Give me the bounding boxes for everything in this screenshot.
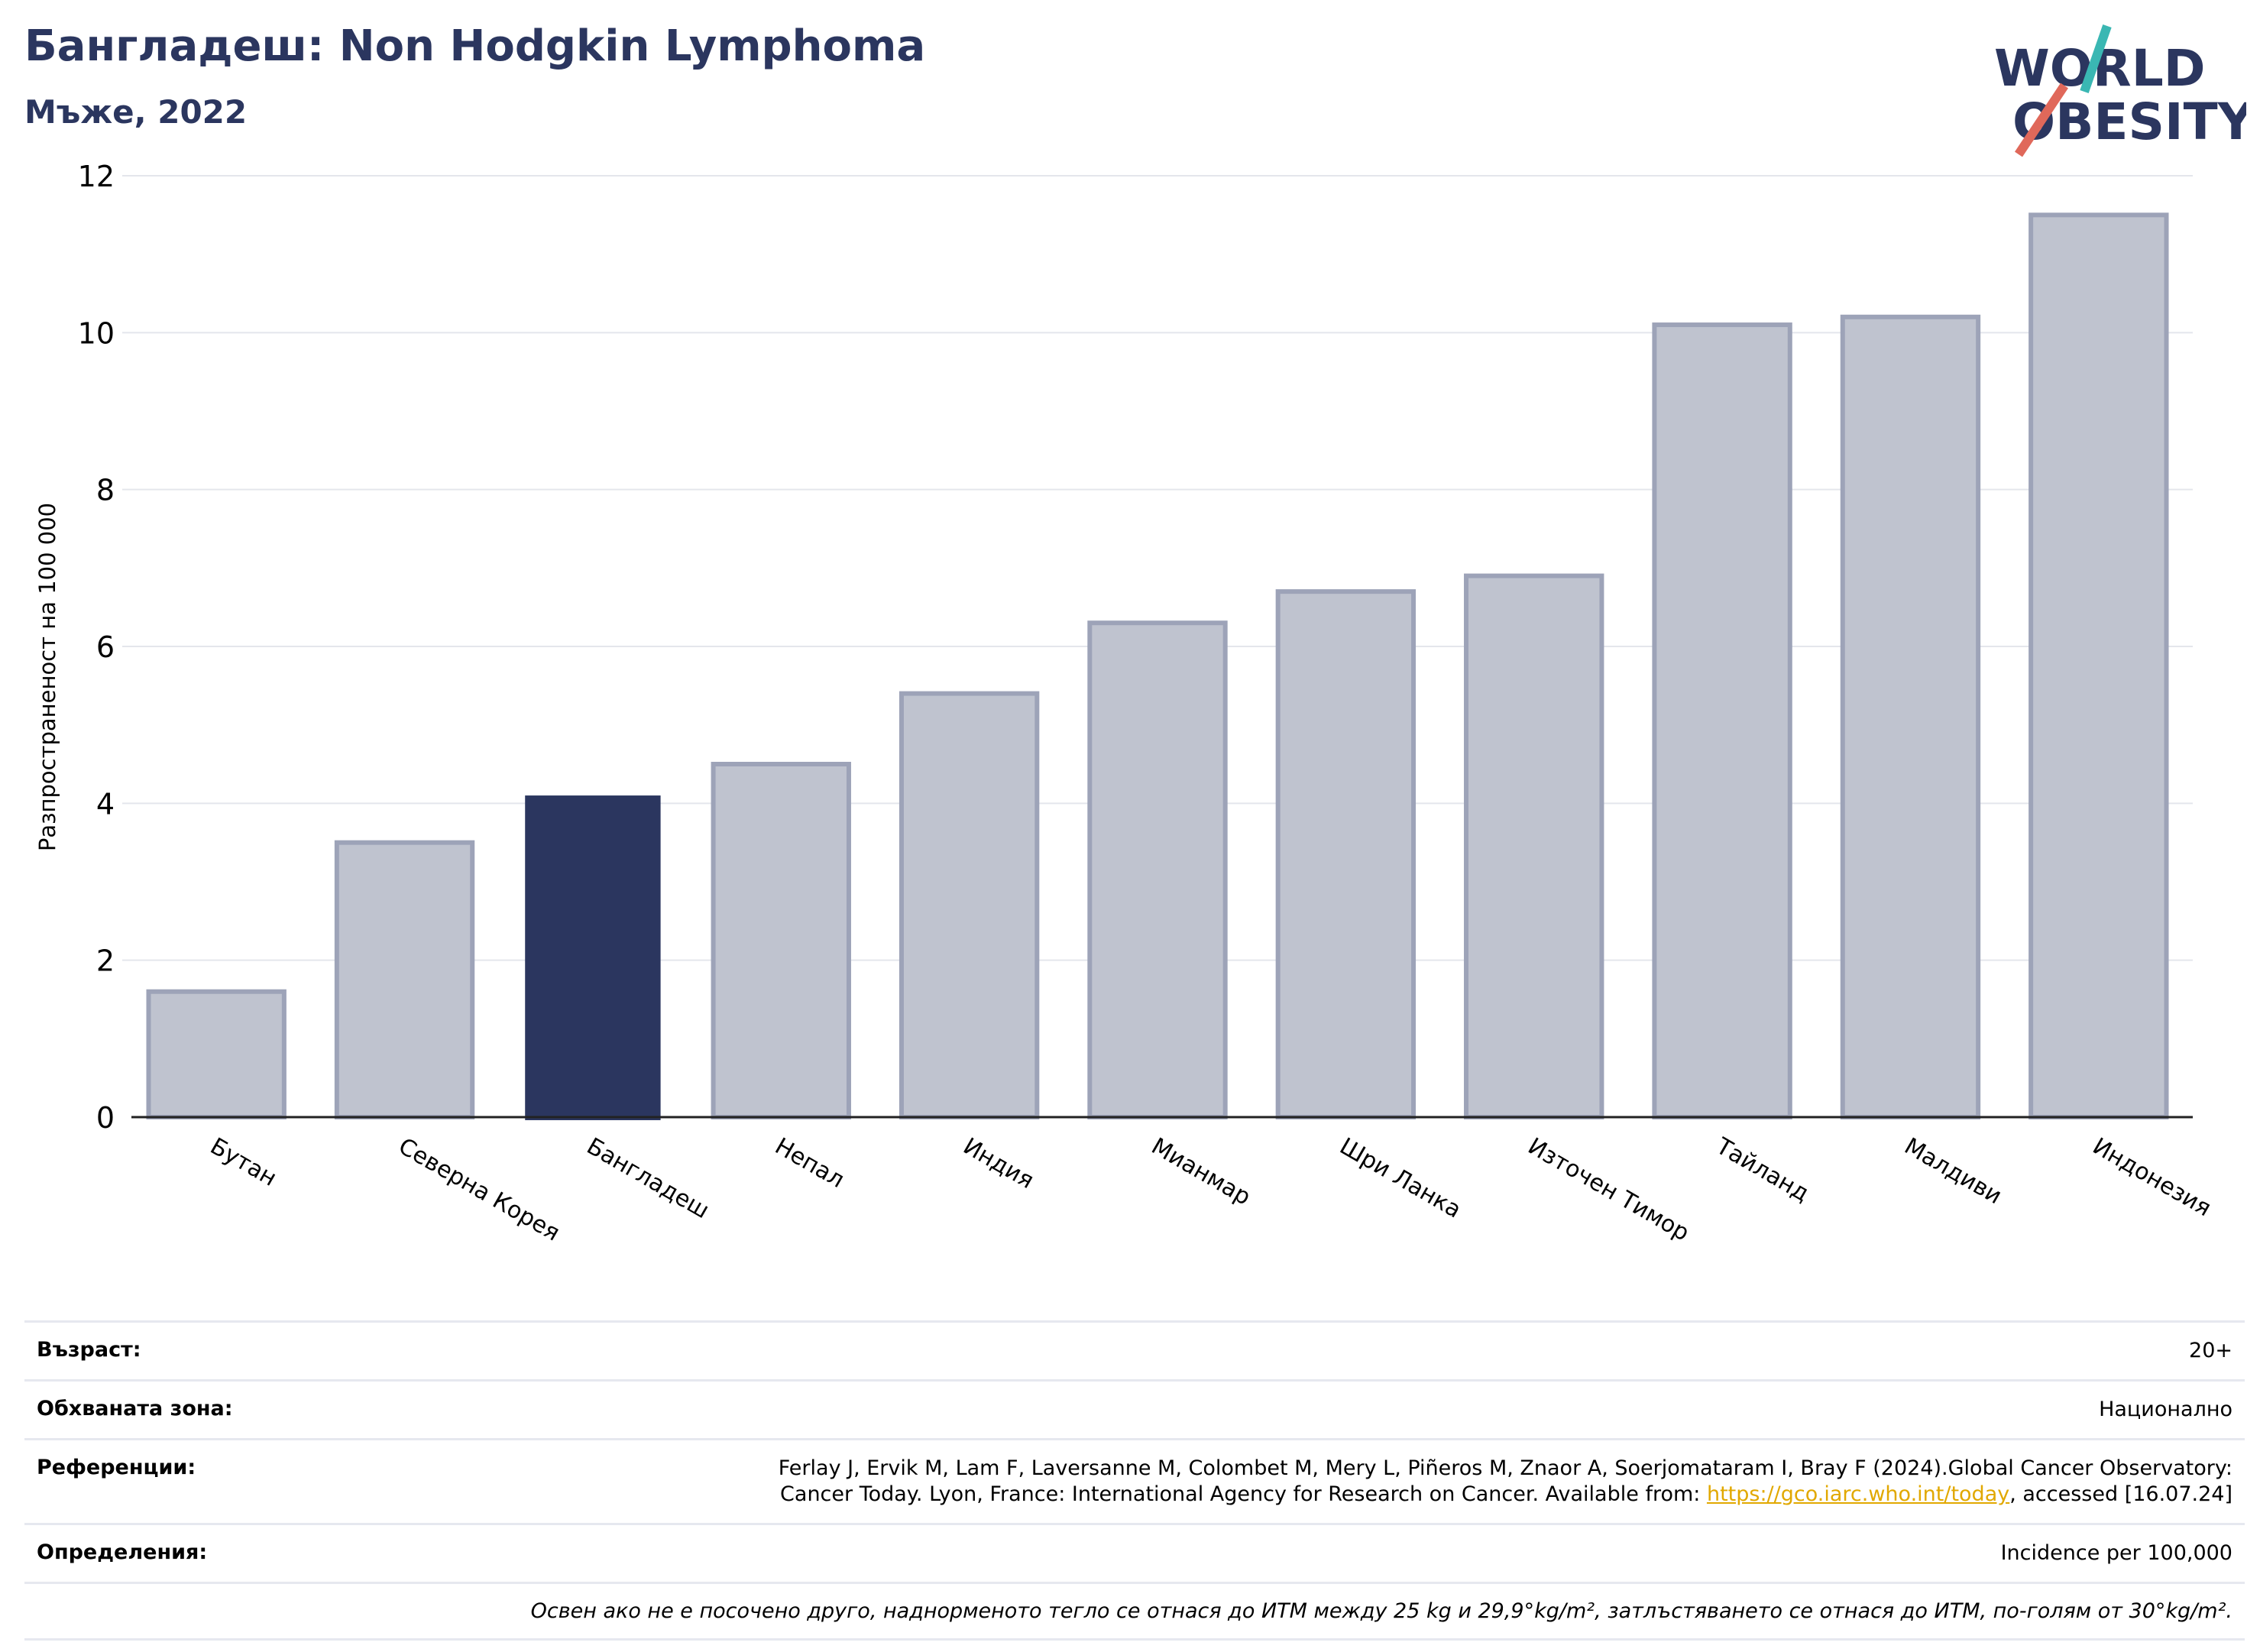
y-axis-label: Разпространеност на 100 000 — [34, 503, 60, 851]
x-tick-label: Индонезия — [2088, 1133, 2216, 1223]
bar — [2028, 212, 2169, 1119]
footer-row-definitions: Определения: Incidence per 100,000 — [24, 1523, 2245, 1582]
chart-subtitle: Мъже, 2022 — [24, 93, 248, 131]
bar — [1464, 573, 1604, 1119]
x-tick-label: Мианмар — [1147, 1133, 1255, 1211]
x-tick-label: Шри Ланка — [1335, 1133, 1465, 1224]
y-axis-ticks: 0 2 4 6 8 10 12 — [78, 160, 115, 1135]
logo-red-slash — [2015, 83, 2068, 157]
chart-footer: Възраст: 20+ Обхваната зона: Национално … — [24, 1320, 2245, 1641]
x-tick-label: Източен Тимор — [1523, 1133, 1694, 1247]
bar — [525, 795, 661, 1120]
definitions-value: Incidence per 100,000 — [2000, 1541, 2232, 1565]
references-line2: Cancer Today. Lyon, France: Internationa… — [780, 1482, 1707, 1506]
references-label: Референции: — [37, 1456, 196, 1479]
x-tick-label: Бангладеш — [582, 1133, 714, 1225]
area-label: Обхваната зона: — [37, 1397, 233, 1420]
y-tick-label: 10 — [78, 316, 115, 350]
y-tick-label: 2 — [96, 944, 115, 978]
x-tick-label: Северна Корея — [394, 1133, 565, 1247]
references-line1: Ferlay J, Ervik M, Lam F, Laversanne M, … — [778, 1456, 2232, 1480]
bar — [1652, 322, 1792, 1120]
bar — [334, 840, 475, 1119]
references-link[interactable]: https://gco.iarc.who.int/today — [1706, 1482, 2010, 1506]
footer-row-references: Референции: Ferlay J, Ervik M, Lam F, La… — [24, 1438, 2245, 1523]
x-tick-label: Малдиви — [1899, 1133, 2006, 1210]
y-tick-label: 12 — [78, 160, 115, 193]
bar — [1840, 314, 1981, 1119]
bar-chart: 0 2 4 6 8 10 12 Бутан Северна Корея Бангладеш Неп… — [34, 160, 2216, 1247]
bar — [1275, 589, 1417, 1119]
world-obesity-logo: WORLD OBESITY — [1994, 24, 2246, 157]
chart-title: Бангладеш: Non Hodgkin Lymphoma — [24, 21, 926, 71]
logo-teal-slash — [2080, 24, 2112, 93]
footnote: Освен ако не е посочено друго, наднормен… — [530, 1599, 2232, 1623]
bar — [898, 691, 1040, 1119]
y-tick-label: 0 — [96, 1101, 115, 1135]
x-tick-label: Индия — [959, 1133, 1038, 1194]
references-accessed: , accessed [16.07.24] — [2009, 1482, 2232, 1506]
bars — [146, 212, 2169, 1120]
footer-row-age: Възраст: 20+ — [24, 1320, 2245, 1379]
x-tick-label: Бутан — [206, 1133, 281, 1192]
x-axis-labels: Бутан Северна Корея Бангладеш Непал Индия Миа… — [206, 1132, 2216, 1247]
x-tick-label: Непал — [770, 1133, 849, 1194]
y-tick-label: 6 — [96, 630, 115, 664]
x-tick-label: Тайланд — [1711, 1132, 1814, 1207]
area-value: Национално — [2099, 1398, 2232, 1421]
definitions-label: Определения: — [37, 1540, 208, 1564]
footer-row-area: Обхваната зона: Национално — [24, 1379, 2245, 1438]
y-tick-label: 8 — [96, 474, 115, 507]
bar — [711, 762, 851, 1119]
age-value: 20+ — [2189, 1339, 2232, 1362]
y-tick-label: 4 — [96, 787, 115, 821]
references-text: Ferlay J, Ervik M, Lam F, Laversanne M, … — [779, 1456, 2232, 1508]
bar — [1087, 620, 1228, 1119]
footer-row-note: Освен ако не е посочено друго, наднормен… — [24, 1582, 2245, 1641]
bar — [146, 989, 287, 1119]
age-label: Възраст: — [37, 1338, 141, 1362]
